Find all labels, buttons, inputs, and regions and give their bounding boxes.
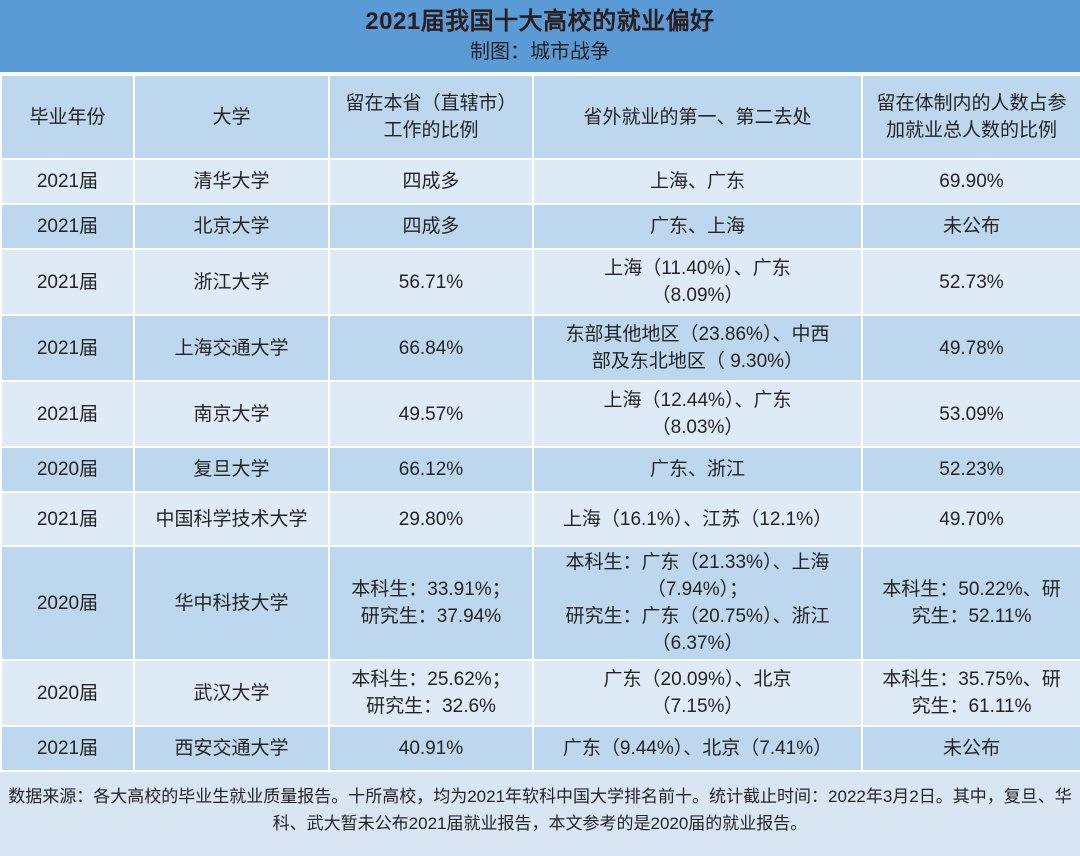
cell-system-ratio: 未公布 xyxy=(861,725,1080,772)
cell-stay-ratio: 29.80% xyxy=(328,491,534,547)
cell-university: 上海交通大学 xyxy=(133,314,330,382)
cell-system-ratio: 53.09% xyxy=(861,380,1080,448)
cell-year: 2021届 xyxy=(0,314,135,382)
page-subtitle: 制图：城市战争 xyxy=(470,41,610,63)
cell-stay-ratio: 66.12% xyxy=(328,446,534,493)
cell-university: 清华大学 xyxy=(133,158,330,205)
cell-destinations: 上海（11.40%）、广东 （8.09%） xyxy=(532,248,863,316)
cell-stay-ratio: 49.57% xyxy=(328,380,534,448)
table-row: 2020届 复旦大学 66.12% 广东、浙江 52.23% xyxy=(0,446,1080,493)
cell-university: 中国科学技术大学 xyxy=(133,491,330,547)
employment-table: 毕业年份 大学 留在本省（直辖市） 工作的比例 省外就业的第一、第二去处 留在体… xyxy=(0,74,1080,772)
table-row: 2020届 武汉大学 本科生：25.62%； 研究生：32.6% 广东（20.0… xyxy=(0,659,1080,727)
cell-destinations: 广东、浙江 xyxy=(532,446,863,493)
cell-system-ratio: 52.73% xyxy=(861,248,1080,316)
table-row: 2021届 南京大学 49.57% 上海（12.44%）、广东 （8.03%） … xyxy=(0,380,1080,448)
table-body: 2021届 清华大学 四成多 上海、广东 69.90% 2021届 北京大学 四… xyxy=(0,158,1080,772)
cell-system-ratio: 未公布 xyxy=(861,203,1080,250)
cell-stay-ratio: 本科生：25.62%； 研究生：32.6% xyxy=(328,659,534,727)
source-note: 数据来源：各大高校的毕业生就业质量报告。十所高校，均为2021年软科中国大学排名… xyxy=(8,787,1072,833)
title-bar: 2021届我国十大高校的就业偏好 制图：城市战争 xyxy=(0,0,1080,74)
cell-destinations: 东部其他地区（23.86%）、中西 部及东北地区（ 9.30%） xyxy=(532,314,863,382)
table-row: 2021届 中国科学技术大学 29.80% 上海（16.1%）、江苏（12.1%… xyxy=(0,491,1080,547)
cell-university: 浙江大学 xyxy=(133,248,330,316)
cell-year: 2020届 xyxy=(0,545,135,661)
cell-stay-ratio: 56.71% xyxy=(328,248,534,316)
table-row: 2020届 华中科技大学 本科生：33.91%； 研究生：37.94% 本科生：… xyxy=(0,545,1080,661)
table-row: 2021届 西安交通大学 40.91% 广东（9.44%）、北京（7.41%） … xyxy=(0,725,1080,772)
cell-destinations: 上海（16.1%）、江苏（12.1%） xyxy=(532,491,863,547)
cell-stay-ratio: 66.84% xyxy=(328,314,534,382)
cell-year: 2021届 xyxy=(0,203,135,250)
cell-university: 武汉大学 xyxy=(133,659,330,727)
table-row: 2021届 上海交通大学 66.84% 东部其他地区（23.86%）、中西 部及… xyxy=(0,314,1080,382)
table-row: 2021届 浙江大学 56.71% 上海（11.40%）、广东 （8.09%） … xyxy=(0,248,1080,316)
cell-destinations: 上海（12.44%）、广东 （8.03%） xyxy=(532,380,863,448)
cell-destinations: 上海、广东 xyxy=(532,158,863,205)
cell-destinations: 广东（20.09%）、北京 （7.15%） xyxy=(532,659,863,727)
cell-university: 华中科技大学 xyxy=(133,545,330,661)
cell-system-ratio: 52.23% xyxy=(861,446,1080,493)
cell-year: 2021届 xyxy=(0,248,135,316)
cell-system-ratio: 本科生：35.75%、研 究生：61.11% xyxy=(861,659,1080,727)
table-header: 毕业年份 大学 留在本省（直辖市） 工作的比例 省外就业的第一、第二去处 留在体… xyxy=(0,74,1080,160)
cell-university: 复旦大学 xyxy=(133,446,330,493)
cell-system-ratio: 49.70% xyxy=(861,491,1080,547)
cell-system-ratio: 本科生：50.22%、研 究生：52.11% xyxy=(861,545,1080,661)
cell-year: 2021届 xyxy=(0,491,135,547)
cell-year: 2020届 xyxy=(0,659,135,727)
cell-system-ratio: 69.90% xyxy=(861,158,1080,205)
cell-stay-ratio: 四成多 xyxy=(328,203,534,250)
column-header-university: 大学 xyxy=(133,74,330,160)
cell-year: 2021届 xyxy=(0,725,135,772)
column-header-stay-ratio: 留在本省（直辖市） 工作的比例 xyxy=(328,74,534,160)
cell-year: 2021届 xyxy=(0,158,135,205)
cell-stay-ratio: 四成多 xyxy=(328,158,534,205)
cell-system-ratio: 49.78% xyxy=(861,314,1080,382)
cell-destinations: 广东、上海 xyxy=(532,203,863,250)
table-row: 2021届 清华大学 四成多 上海、广东 69.90% xyxy=(0,158,1080,205)
cell-year: 2020届 xyxy=(0,446,135,493)
page-title: 2021届我国十大高校的就业偏好 xyxy=(365,8,715,35)
cell-destinations: 本科生：广东（21.33%）、上海 （7.94%）； 研究生：广东（20.75%… xyxy=(532,545,863,661)
cell-university: 南京大学 xyxy=(133,380,330,448)
column-header-system-ratio: 留在体制内的人数占参 加就业总人数的比例 xyxy=(861,74,1080,160)
cell-university: 西安交通大学 xyxy=(133,725,330,772)
table-row: 2021届 北京大学 四成多 广东、上海 未公布 xyxy=(0,203,1080,250)
cell-year: 2021届 xyxy=(0,380,135,448)
cell-stay-ratio: 本科生：33.91%； 研究生：37.94% xyxy=(328,545,534,661)
column-header-destinations: 省外就业的第一、第二去处 xyxy=(532,74,863,160)
header-row: 毕业年份 大学 留在本省（直辖市） 工作的比例 省外就业的第一、第二去处 留在体… xyxy=(0,74,1080,160)
cell-stay-ratio: 40.91% xyxy=(328,725,534,772)
cell-university: 北京大学 xyxy=(133,203,330,250)
cell-destinations: 广东（9.44%）、北京（7.41%） xyxy=(532,725,863,772)
column-header-year: 毕业年份 xyxy=(0,74,135,160)
